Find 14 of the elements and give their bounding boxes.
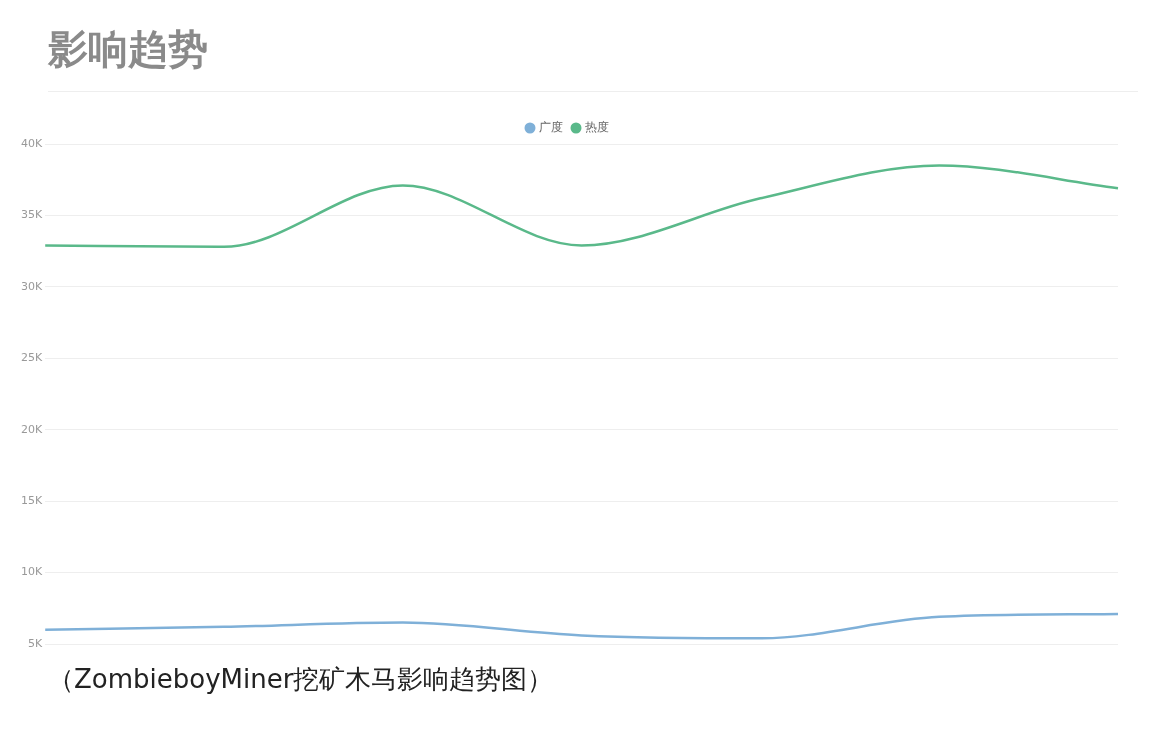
y-tick-label: 15K [20,494,43,507]
line-series [43,612,1120,640]
text: （ZombieboyMiner挖矿木马影响趋势图） [47,663,555,696]
y-tick-label: 10K [20,565,43,579]
legend-label: 广度 [539,120,563,135]
legend-label: 热度 [585,120,609,135]
y-tick-label: 35K [20,208,43,222]
y-tick-label: 25K [20,351,43,365]
y-tick-label: 40K [20,136,43,150]
line-series [43,164,1120,249]
y-tick-label: 30K [20,279,43,293]
chart-title: 影响趋势 [47,25,209,74]
y-tick-label: 5K [27,636,43,650]
y-tick-label: 20K [20,422,43,436]
